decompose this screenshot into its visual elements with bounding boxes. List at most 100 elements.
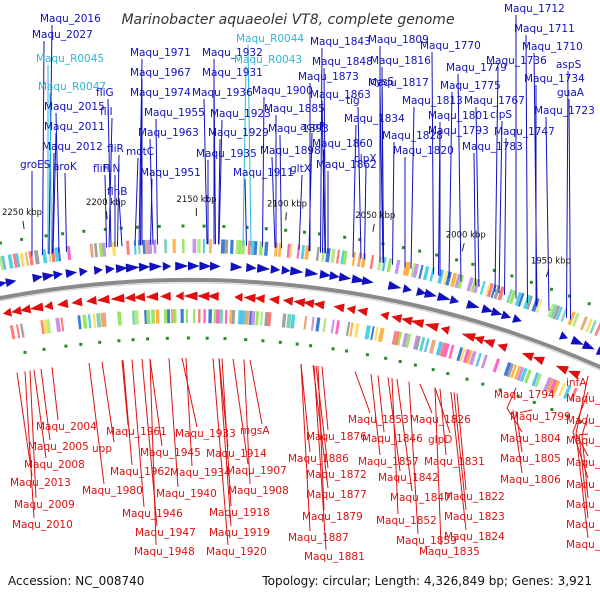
reverse-feature-label: Maqu_2008 (24, 459, 85, 471)
scale-tick-label: 2100 kbp (267, 199, 307, 209)
forward-cog-band (41, 248, 48, 264)
label-connector (515, 411, 523, 453)
forward-gene-arrow (449, 295, 460, 304)
reverse-cog-band (303, 315, 308, 330)
forward-feature-label: Maqu_1863 (310, 89, 371, 101)
label-connector (568, 98, 571, 320)
forward-feature-label: Maqu_1809 (368, 34, 429, 46)
reverse-feature-label: Maqu_1918 (209, 507, 270, 519)
reverse-gene-arrow (282, 296, 294, 306)
forward-feature-label: Maqu_1860 (312, 138, 373, 150)
label-connector (88, 362, 105, 485)
forward-cog-band (377, 256, 383, 271)
label-connector (377, 375, 385, 433)
reverse-feature-label: Maqu_1876 (306, 431, 367, 443)
reverse-cog-band (60, 317, 65, 332)
forward-feature-label: Maqu_1834 (344, 113, 405, 125)
label-connector (16, 372, 33, 477)
scale-tick (461, 243, 465, 252)
forward-feature-label: Maqu_2016 (40, 13, 101, 25)
reverse-cog-band (373, 326, 379, 342)
reverse-gene-arrow (133, 292, 146, 302)
gc-skew-mark (510, 274, 514, 278)
reverse-gene-arrow (333, 303, 345, 313)
label-connector (33, 369, 47, 459)
label-connector (439, 388, 447, 456)
label-connector (448, 91, 453, 279)
scale-tick-label: 1950 kbp (531, 257, 571, 267)
forward-cog-band (454, 273, 462, 289)
reverse-feature-label: Maqu_1908 (228, 485, 289, 497)
reverse-feature-label: Maqu_1933 (175, 428, 236, 440)
forward-cog-band (485, 282, 492, 297)
reverse-feature-label: Maqu_1852 (376, 515, 437, 527)
reverse-cog-band (549, 379, 558, 394)
forward-cog-band (19, 252, 25, 267)
label-connector (381, 66, 384, 264)
reverse-feature-label: Maqu_1877 (306, 489, 367, 501)
forward-feature-label: Maqu_1963 (138, 127, 199, 139)
label-connector (122, 360, 133, 466)
reverse-feature-label: Maqu_1859 (396, 535, 457, 547)
label-connector (506, 387, 517, 409)
label-connector (575, 433, 589, 539)
forward-feature-label: Maqu_1923 (210, 108, 271, 120)
reverse-gene-arrow (521, 352, 535, 362)
label-connector (242, 65, 247, 246)
forward-feature-label: groES (20, 159, 51, 171)
forward-cog-band (422, 265, 430, 281)
gc-skew-mark (398, 360, 402, 363)
reverse-cog-band (224, 309, 228, 324)
reverse-gene-arrow (234, 292, 243, 302)
forward-feature-label: Maqu_1843 (310, 36, 371, 48)
forward-cog-band (325, 247, 331, 263)
label-connector (364, 164, 367, 260)
forward-cog-band (479, 280, 486, 295)
label-connector (203, 98, 208, 245)
forward-feature-label: Maqu_1848 (312, 56, 373, 68)
forward-feature-label: gltX (290, 163, 311, 175)
forward-feature-label: Maqu_R0045 (36, 53, 104, 65)
label-connector (213, 78, 216, 245)
forward-feature-label: Maqu_1974 (130, 87, 191, 99)
reverse-cog-band (131, 310, 137, 325)
label-connector (498, 120, 503, 294)
reverse-feature-label: Maqu_1835 (419, 546, 480, 558)
forward-cog-band (526, 295, 534, 310)
label-connector (512, 410, 523, 474)
forward-cog-band (250, 240, 255, 256)
reverse-cog-band (100, 312, 105, 328)
forward-feature-label: fliF (93, 163, 109, 175)
reverse-gene-arrow (86, 295, 97, 305)
label-connector (218, 358, 232, 527)
reverse-cog-band (439, 342, 447, 357)
gc-skew-mark (223, 337, 227, 341)
forward-cog-band (237, 240, 242, 255)
label-connector (308, 132, 313, 252)
reverse-feature-label: Maqu_1778 (566, 479, 600, 491)
label-connector (131, 359, 145, 508)
gc-skew-mark (23, 350, 27, 354)
gc-skew-mark (98, 340, 102, 344)
forward-cog-band (547, 303, 556, 318)
reverse-feature-label: Maqu_1823 (444, 511, 505, 523)
label-connector (317, 365, 325, 511)
label-connector (408, 381, 419, 535)
forward-cog-band (567, 311, 576, 326)
reverse-cog-band (315, 317, 321, 332)
gc-skew-mark (343, 235, 347, 239)
forward-cog-band (98, 242, 104, 257)
reverse-gene-arrow (293, 298, 306, 308)
label-connector (391, 378, 399, 515)
label-connector (473, 152, 476, 286)
label-connector (101, 361, 115, 443)
label-connector (40, 368, 51, 441)
reverse-cog-band (480, 354, 488, 369)
forward-feature-label: Maqu_1736 (486, 55, 547, 67)
reverse-feature-label: Maqu_1768 (566, 415, 600, 427)
reverse-cog-band (523, 369, 532, 384)
label-connector (581, 413, 589, 437)
reverse-cog-band (82, 314, 88, 329)
forward-feature-label: Maqu_2015 (44, 101, 105, 113)
forward-feature-label: flhB (107, 186, 127, 198)
